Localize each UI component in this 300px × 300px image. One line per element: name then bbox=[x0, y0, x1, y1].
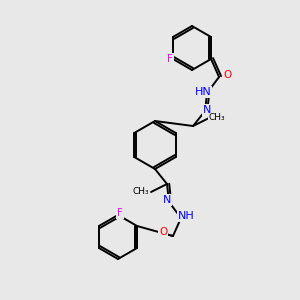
Text: O: O bbox=[159, 227, 167, 237]
Text: O: O bbox=[223, 70, 231, 80]
Text: F: F bbox=[167, 54, 173, 64]
Text: N: N bbox=[163, 195, 171, 205]
Text: CH₃: CH₃ bbox=[209, 113, 225, 122]
Text: NH: NH bbox=[178, 211, 194, 221]
Text: HN: HN bbox=[195, 87, 212, 97]
Text: N: N bbox=[203, 105, 211, 115]
Text: CH₃: CH₃ bbox=[133, 188, 149, 196]
Text: F: F bbox=[117, 208, 123, 218]
